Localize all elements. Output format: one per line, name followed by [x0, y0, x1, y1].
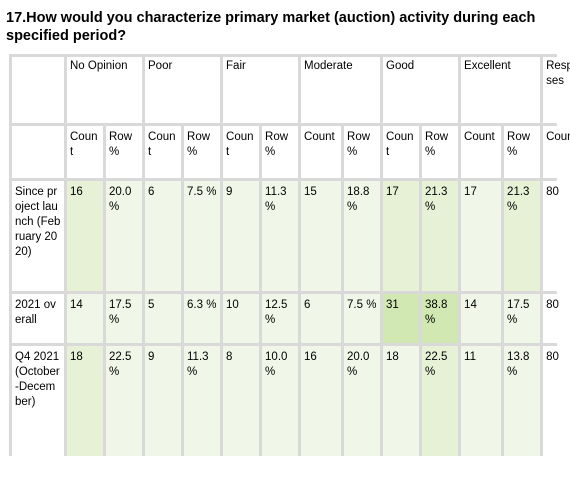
header-excellent: Excellent	[461, 57, 541, 123]
survey-table: No Opinion Poor Fair Moderate Good Excel…	[9, 54, 570, 459]
data-cell: 17.5 %	[504, 294, 541, 343]
header-poor: Poor	[145, 57, 221, 123]
subheader-cell: Count	[543, 126, 570, 178]
data-cell: 16	[67, 181, 103, 291]
header-row: No Opinion Poor Fair Moderate Good Excel…	[12, 57, 570, 123]
subheader-cell: Count	[461, 126, 502, 178]
data-cell: 20.0 %	[344, 346, 381, 456]
data-cell: 31	[383, 294, 420, 343]
subheader-stub	[12, 126, 64, 178]
data-cell: 6	[145, 181, 182, 291]
data-cell: 13.8 %	[504, 346, 541, 456]
data-cell: 38.8 %	[422, 294, 459, 343]
data-cell: 9	[223, 181, 260, 291]
data-cell: 18.8 %	[344, 181, 381, 291]
data-cell: 17	[383, 181, 420, 291]
data-cell: 10.0 %	[262, 346, 299, 456]
subheader-cell: Count	[67, 126, 103, 178]
subheader-cell: Row %	[262, 126, 299, 178]
row-label: Q4 2021 (October-December)	[12, 346, 64, 456]
data-cell: 8	[223, 346, 260, 456]
data-cell: 11.3 %	[184, 346, 221, 456]
table-row: Q4 2021 (October-December) 18 22.5 % 9 1…	[12, 346, 570, 456]
table-row: Since project launch (February 2020) 16 …	[12, 181, 570, 291]
data-cell: 22.5 %	[106, 346, 143, 456]
data-cell: 14	[67, 294, 103, 343]
data-cell: 17.5 %	[106, 294, 143, 343]
subheader-cell: Row %	[344, 126, 381, 178]
subheader-cell: Row %	[184, 126, 221, 178]
corner-cell	[12, 57, 64, 123]
data-cell: 9	[145, 346, 182, 456]
data-cell: 14	[461, 294, 502, 343]
data-cell: 18	[67, 346, 103, 456]
data-cell: 21.3 %	[422, 181, 459, 291]
data-cell: 80	[543, 346, 570, 456]
row-label: Since project launch (February 2020)	[12, 181, 64, 291]
data-cell: 80	[543, 181, 570, 291]
data-cell: 7.5 %	[184, 181, 221, 291]
subheader-cell: Row %	[106, 126, 143, 178]
data-cell: 10	[223, 294, 260, 343]
data-cell: 6	[301, 294, 342, 343]
subheader-cell: Count	[383, 126, 420, 178]
data-cell: 22.5 %	[422, 346, 459, 456]
data-cell: 12.5 %	[262, 294, 299, 343]
data-cell: 6.3 %	[184, 294, 221, 343]
survey-table-frame: No Opinion Poor Fair Moderate Good Excel…	[9, 54, 570, 456]
data-cell: 18	[383, 346, 420, 456]
data-cell: 17	[461, 181, 502, 291]
subheader-cell: Row %	[422, 126, 459, 178]
data-cell: 5	[145, 294, 182, 343]
data-cell: 11.3 %	[262, 181, 299, 291]
data-cell: 20.0 %	[106, 181, 143, 291]
data-cell: 15	[301, 181, 342, 291]
header-moderate: Moderate	[301, 57, 381, 123]
subheader-cell: Row %	[504, 126, 541, 178]
table-row: 2021 overall 14 17.5 % 5 6.3 % 10 12.5 %…	[12, 294, 570, 343]
data-cell: 16	[301, 346, 342, 456]
header-no-opinion: No Opinion	[67, 57, 143, 123]
header-good: Good	[383, 57, 459, 123]
data-cell: 7.5 %	[344, 294, 381, 343]
row-label: 2021 overall	[12, 294, 64, 343]
header-fair: Fair	[223, 57, 299, 123]
data-cell: 80	[543, 294, 570, 343]
subheader-cell: Count	[301, 126, 342, 178]
data-cell: 21.3 %	[504, 181, 541, 291]
header-responses: Responses	[543, 57, 570, 123]
data-cell: 11	[461, 346, 502, 456]
subheader-cell: Count	[223, 126, 260, 178]
question-title: 17.How would you characterize primary ma…	[6, 10, 536, 44]
subheader-row: Count Row % Count Row % Count Row % Coun…	[12, 126, 570, 178]
subheader-cell: Count	[145, 126, 182, 178]
